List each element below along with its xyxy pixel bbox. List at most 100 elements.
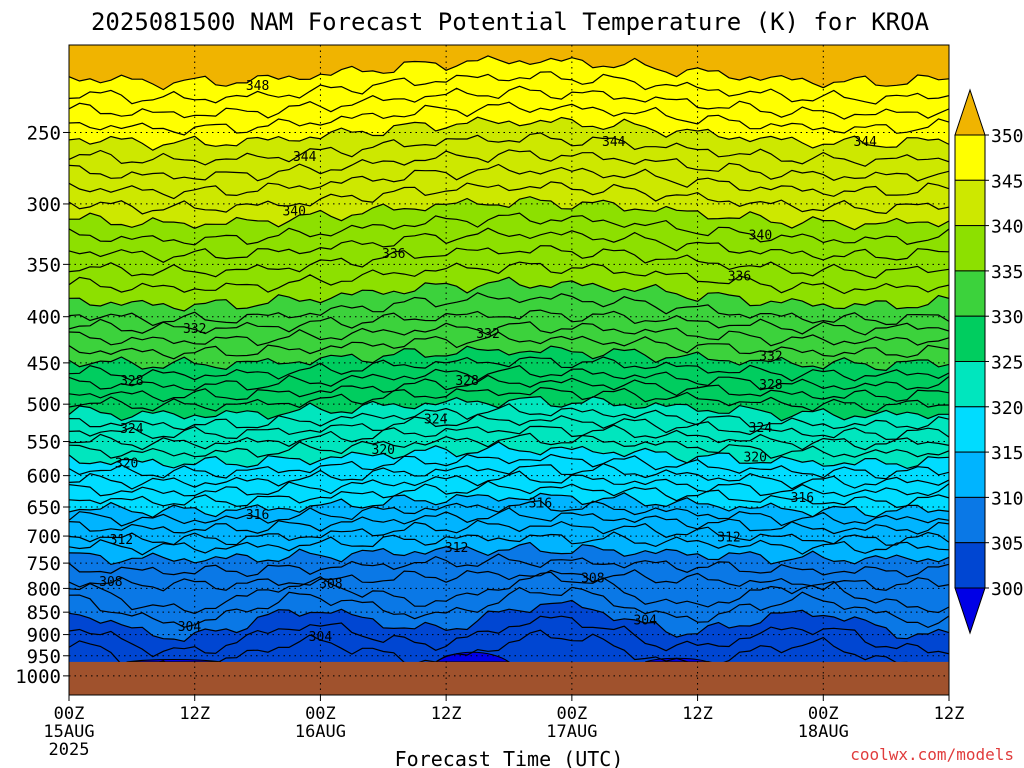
y-tick-label-500: 500 [27, 394, 61, 416]
isentrope-325 [69, 395, 949, 422]
colorbar-seg-6 [954, 361, 986, 408]
isentrope-346 [69, 101, 949, 136]
contour-label-316: 316 [791, 491, 814, 506]
contour-label-320: 320 [743, 451, 766, 466]
isentrope-327 [69, 374, 949, 403]
contour-label-340: 340 [749, 228, 772, 243]
colorbar-bottom-arrow [954, 587, 986, 635]
contour-label-328: 328 [120, 374, 143, 389]
y-tick-label-950: 950 [27, 646, 61, 668]
x-tick-label-84: 12Z [934, 704, 965, 724]
isentrope-322 [69, 424, 949, 451]
isentrope-316 [69, 480, 949, 509]
x-tick-label-48: 00Z [556, 704, 587, 724]
isentrope-313 [69, 507, 949, 535]
colorbar-label-335: 335 [991, 262, 1024, 283]
contour-label-text: 328 [455, 374, 478, 389]
isentrope-329 [69, 356, 949, 382]
y-tick-label-850: 850 [27, 602, 61, 624]
x-tick-date-0: 15AUG [43, 722, 94, 742]
contour-label-316: 316 [529, 496, 552, 511]
isentrope-336 [69, 261, 949, 295]
isentrope-328 [69, 365, 949, 391]
isentrope-304 [69, 615, 949, 658]
isentrope-338 [69, 227, 949, 263]
colorbar-seg-10 [954, 542, 986, 589]
isentrope-331 [69, 331, 949, 360]
contour-label-348: 348 [246, 79, 269, 94]
y-tick-label-350: 350 [27, 254, 61, 276]
contour-label-text: 316 [529, 496, 552, 511]
x-tick-date-48: 17AUG [546, 722, 597, 742]
y-tick-label-700: 700 [27, 526, 61, 548]
x-tick-year-0: 2025 [49, 740, 90, 760]
contour-label-text: 304 [633, 613, 657, 628]
contour-label-312: 312 [717, 531, 740, 546]
isentrope-318 [69, 463, 949, 490]
contour-label-text: 316 [246, 508, 269, 523]
contour-label-text: 344 [853, 135, 877, 150]
theta-color-fill [69, 45, 949, 695]
colorbar-label-315: 315 [991, 443, 1024, 464]
isentrope-344 [69, 132, 949, 167]
colorbar-label-300: 300 [991, 579, 1024, 600]
x-tick-date-72: 18AUG [798, 722, 849, 742]
x-tick-label-24: 00Z [305, 704, 336, 724]
x-tick-label-72: 00Z [808, 704, 839, 724]
contour-label-328: 328 [759, 378, 782, 393]
contour-label-344: 344 [293, 150, 317, 165]
plot-frame [68, 44, 950, 696]
colorbar-label-305: 305 [991, 534, 1024, 555]
contour-label-320: 320 [372, 443, 395, 458]
contour-label-312: 312 [110, 533, 133, 548]
y-tick-label-300: 300 [27, 194, 61, 216]
contour-label-text: 308 [99, 575, 122, 590]
isentrope-326 [69, 386, 949, 413]
colorbar-seg-3 [954, 225, 986, 272]
contour-label-328: 328 [455, 374, 478, 389]
colorbar-seg-4 [954, 270, 986, 317]
isentrope-349 [69, 55, 949, 91]
x-tick-label-60: 12Z [682, 704, 713, 724]
isentrope-319 [69, 453, 949, 480]
y-tick-label-450: 450 [27, 353, 61, 375]
contour-label-text: 316 [791, 491, 814, 506]
contour-label-text: 336 [728, 269, 751, 284]
terrain-fill [69, 661, 949, 695]
isentrope-347 [69, 85, 949, 120]
colorbar-label-340: 340 [991, 217, 1024, 238]
contour-label-304: 304 [633, 613, 657, 628]
colorbar-seg-1 [954, 134, 986, 181]
x-tick-label-12: 12Z [179, 704, 210, 724]
contour-label-324: 324 [424, 413, 448, 428]
x-tick-label-36: 12Z [431, 704, 462, 724]
colorbar-top-arrow [954, 88, 986, 136]
colorbar-seg-7 [954, 406, 986, 453]
contour-label-text: 324 [749, 421, 773, 436]
terrain-band [69, 661, 949, 695]
isentrope-341 [69, 181, 949, 215]
colorbar-seg-2 [954, 179, 986, 227]
x-axis-label: Forecast Time (UTC) [395, 747, 624, 768]
y-tick-label-400: 400 [27, 307, 61, 329]
isentrope-345 [69, 116, 949, 151]
contour-label-text: 308 [581, 571, 604, 586]
x-tick-date-24: 16AUG [295, 722, 346, 742]
isentrope-306 [69, 586, 949, 629]
contour-label-text: 308 [319, 577, 342, 592]
isentrope-311 [69, 531, 949, 556]
isentrope-343 [69, 149, 949, 182]
colorbar-label-345: 345 [991, 171, 1024, 192]
contour-label-320: 320 [115, 457, 138, 472]
contour-label-text: 348 [246, 79, 269, 94]
source-credit: coolwx.com/models [850, 745, 1014, 764]
contour-label-324: 324 [749, 421, 773, 436]
isentrope-308 [69, 569, 949, 592]
colorbar-seg-5 [954, 315, 986, 363]
contour-label-text: 320 [372, 443, 395, 458]
colorbar-label-325: 325 [991, 353, 1024, 374]
colorbar-seg-8 [954, 451, 986, 498]
y-tick-label-900: 900 [27, 625, 61, 647]
isentrope-330 [69, 345, 949, 372]
